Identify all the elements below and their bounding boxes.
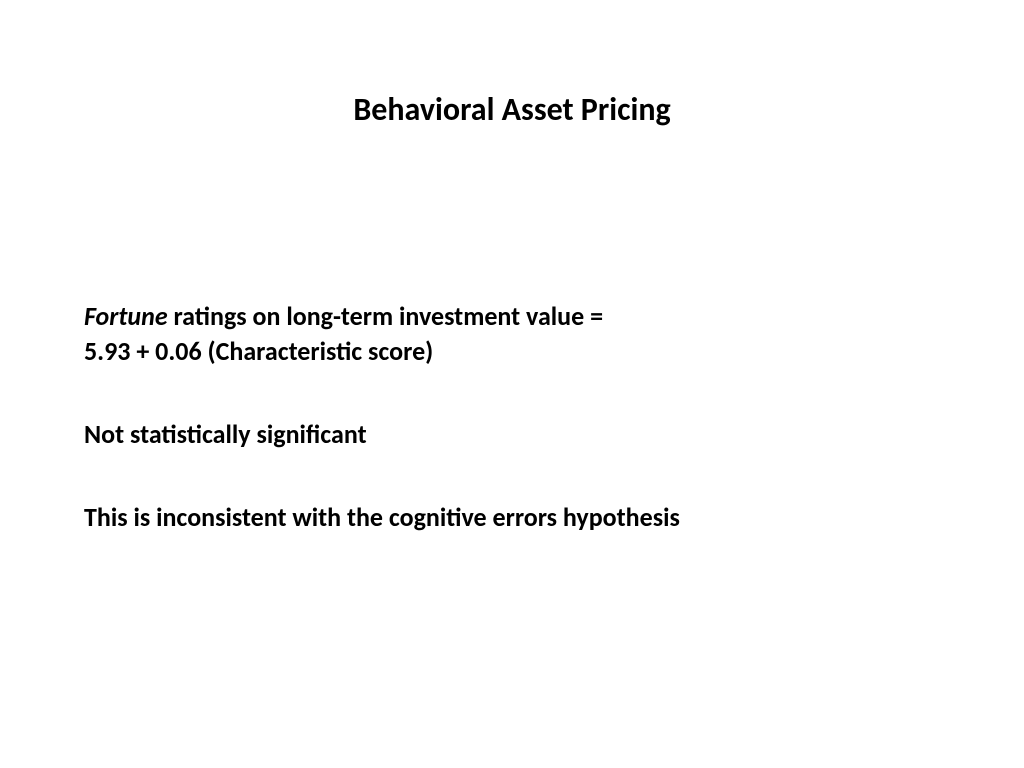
body-line-1: Fortune ratings on long-term investment … — [84, 299, 944, 334]
slide-body: Fortune ratings on long-term investment … — [80, 299, 944, 535]
body-line-3: Not statistically significant — [84, 417, 944, 452]
spacer-1 — [84, 369, 944, 417]
slide-title: Behavioral Asset Pricing — [80, 90, 944, 129]
body-line-4: This is inconsistent with the cognitive … — [84, 500, 944, 535]
line1-rest: ratings on long-term investment value = — [168, 300, 603, 332]
fortune-italic-word: Fortune — [84, 300, 168, 332]
body-line-2: 5.93 + 0.06 (Characteristic score) — [84, 334, 944, 369]
spacer-2 — [84, 452, 944, 500]
slide-container: Behavioral Asset Pricing Fortune ratings… — [0, 0, 1024, 768]
